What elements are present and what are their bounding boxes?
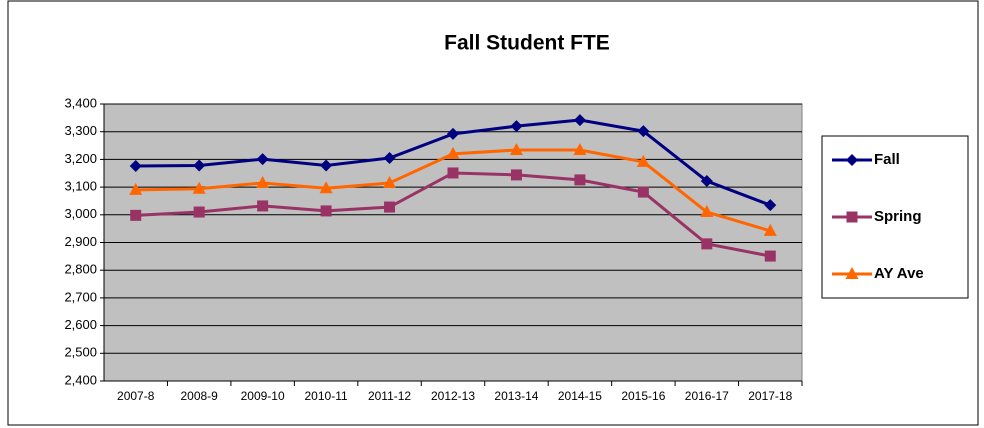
chart-title: Fall Student FTE xyxy=(444,32,610,55)
y-tick-label: 2,600 xyxy=(64,317,97,332)
legend-label: Spring xyxy=(874,208,922,225)
data-point xyxy=(573,114,586,127)
data-point xyxy=(130,209,142,221)
data-point xyxy=(192,181,206,194)
data-point xyxy=(319,181,333,194)
y-tick-label: 3,200 xyxy=(64,151,97,166)
x-tick-label: 2010-11 xyxy=(305,389,348,403)
data-point xyxy=(129,160,142,173)
y-tick-label: 3,400 xyxy=(64,95,97,110)
legend-symbol xyxy=(846,154,858,166)
data-point xyxy=(764,199,777,212)
data-point xyxy=(447,127,459,140)
x-tick-label: 2014-15 xyxy=(558,389,602,403)
data-point xyxy=(573,142,587,155)
y-tick-label: 2,800 xyxy=(64,262,97,277)
y-tick-label: 3,300 xyxy=(64,123,97,138)
data-point xyxy=(383,175,397,188)
data-point xyxy=(763,223,777,236)
data-point xyxy=(193,206,205,218)
y-tick-label: 2,400 xyxy=(64,372,97,387)
data-point xyxy=(256,153,269,166)
data-point xyxy=(701,238,713,250)
legend-symbol xyxy=(846,211,858,223)
data-point xyxy=(256,175,270,188)
x-tick-label: 2016-17 xyxy=(685,389,729,403)
x-tick-label: 2012-13 xyxy=(431,389,475,403)
data-point xyxy=(700,205,714,218)
y-tick-label: 3,000 xyxy=(64,206,97,221)
data-point xyxy=(320,159,333,172)
data-point xyxy=(129,182,143,195)
data-point xyxy=(700,175,713,188)
x-tick-label: 2008-9 xyxy=(180,389,218,403)
data-point xyxy=(636,154,650,167)
legend-label: AY Ave xyxy=(874,265,924,282)
x-tick-label: 2009-10 xyxy=(241,389,285,403)
data-point xyxy=(384,201,396,213)
data-point xyxy=(510,120,523,133)
data-point xyxy=(446,146,460,159)
x-tick-label: 2015-16 xyxy=(621,389,665,403)
y-tick-label: 2,500 xyxy=(64,345,97,360)
data-point xyxy=(574,174,586,186)
x-tick-label: 2007-8 xyxy=(117,389,155,403)
data-point xyxy=(637,125,650,138)
data-point xyxy=(383,152,396,165)
y-tick-label: 3,100 xyxy=(64,179,97,194)
data-point xyxy=(764,250,776,262)
data-point xyxy=(320,205,332,217)
legend-marker xyxy=(846,211,858,223)
legend-marker xyxy=(846,154,858,166)
x-tick-label: 2017-18 xyxy=(748,389,792,403)
legend-marker xyxy=(845,267,859,279)
x-tick-label: 2011-12 xyxy=(368,389,411,403)
legend-label: Fall xyxy=(874,151,900,168)
data-point xyxy=(193,159,206,172)
data-point xyxy=(509,142,523,155)
x-tick-label: 2013-14 xyxy=(494,389,538,403)
data-point xyxy=(257,200,269,212)
data-point xyxy=(637,186,649,198)
y-tick-label: 2,900 xyxy=(64,234,97,249)
data-point xyxy=(447,167,459,179)
data-point xyxy=(510,169,522,181)
y-tick-label: 2,700 xyxy=(64,289,97,304)
legend-symbol xyxy=(845,267,859,279)
